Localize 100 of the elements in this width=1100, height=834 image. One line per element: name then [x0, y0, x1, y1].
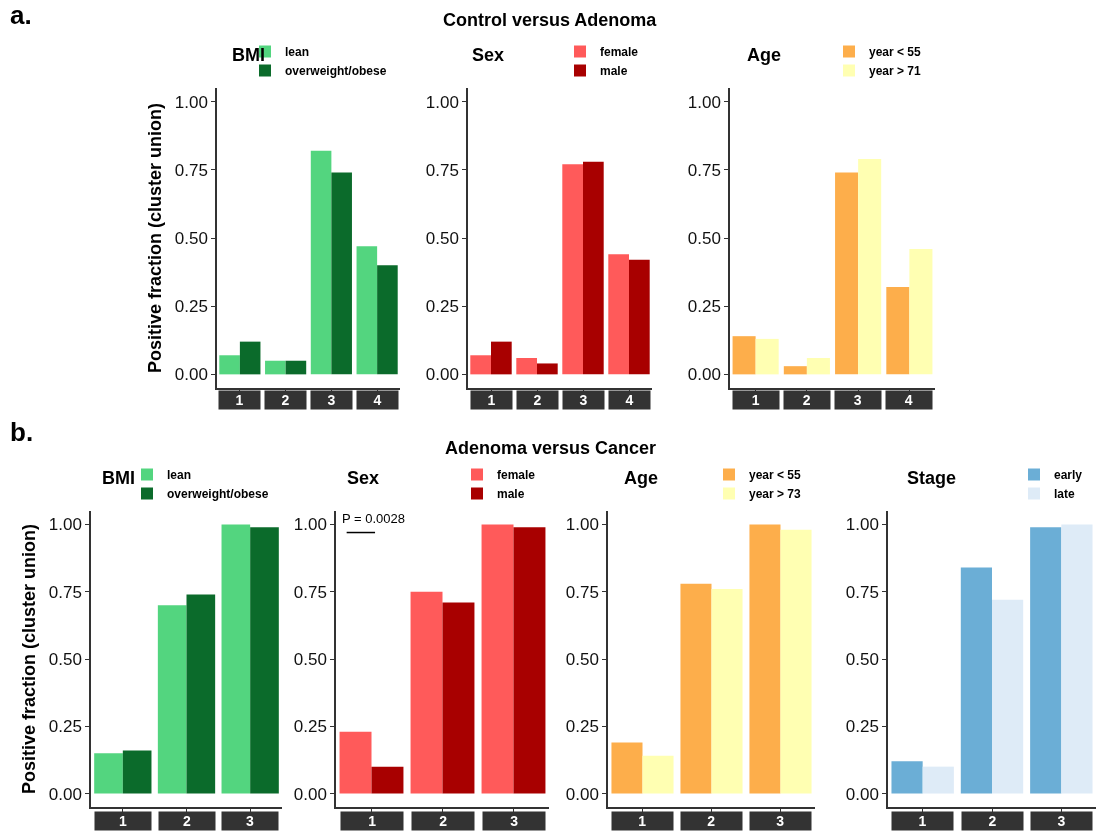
bar [239, 341, 261, 375]
x-tick-label: 2 [281, 392, 290, 408]
bar [219, 355, 240, 375]
x-tick-label: 2 [439, 813, 448, 829]
bar [835, 172, 859, 375]
y-tick-label: 0.25 [293, 717, 327, 737]
y-tick-label: 1.00 [565, 515, 599, 535]
bar [562, 164, 583, 375]
bar [1061, 524, 1093, 794]
chart-title: Sex [472, 45, 505, 65]
legend-label: year > 71 [869, 64, 922, 79]
bar [94, 753, 123, 794]
bar [310, 150, 332, 375]
bar [250, 527, 279, 794]
chart-title: Age [624, 468, 659, 488]
x-tick-label: 1 [119, 813, 128, 829]
bar [858, 158, 882, 375]
bar [992, 599, 1024, 794]
x-tick-label: 1 [368, 813, 377, 829]
x-tick-label: 1 [918, 813, 927, 829]
y-tick-label: 0.25 [845, 717, 879, 737]
y-tick-label: 1.00 [845, 515, 879, 535]
legend-label: late [1054, 487, 1075, 502]
y-tick-label: 1.00 [687, 92, 721, 112]
bar [711, 589, 743, 794]
bar [122, 750, 152, 794]
y-tick-label: 0.75 [687, 160, 721, 180]
x-tick-label: 4 [904, 392, 913, 408]
y-tick-label: 0.00 [48, 784, 82, 804]
x-tick-label: 2 [988, 813, 997, 829]
legend-label: male [600, 64, 628, 79]
chart-title: BMI [102, 468, 135, 488]
bar [331, 172, 352, 375]
legend-label: overweight/obese [167, 487, 269, 502]
bar [537, 363, 558, 375]
x-tick-label: 3 [776, 813, 785, 829]
x-tick-label: 3 [327, 392, 336, 408]
bar [806, 358, 830, 375]
x-tick-label: 3 [579, 392, 588, 408]
y-tick-label: 0.50 [174, 228, 208, 248]
y-tick-label: 0.50 [425, 228, 459, 248]
legend-label: male [497, 487, 525, 502]
y-tick-label: 0.25 [48, 717, 82, 737]
bar [356, 246, 378, 375]
bar [886, 287, 910, 375]
text: Control versus Adenoma [443, 10, 658, 30]
bar [221, 524, 251, 794]
legend-label: lean [167, 468, 192, 483]
legend-label: year > 73 [749, 487, 802, 502]
y-tick-label: 0.75 [845, 582, 879, 602]
bar [732, 336, 756, 375]
bar [285, 360, 307, 375]
bar [783, 366, 807, 375]
x-tick-label: 4 [373, 392, 382, 408]
chart-title: Stage [907, 468, 957, 488]
x-tick-label: 3 [1057, 813, 1066, 829]
y-tick-label: 0.50 [293, 649, 327, 669]
y-tick-label: 0.75 [565, 582, 599, 602]
text: Adenoma versus Cancer [445, 438, 657, 458]
x-tick-label: 3 [853, 392, 862, 408]
bar [608, 254, 629, 375]
x-tick-label: 1 [235, 392, 244, 408]
bar [611, 742, 643, 794]
y-axis-title: Positive fraction (cluster union) [19, 523, 39, 794]
y-tick-label: 0.25 [425, 297, 459, 317]
x-tick-label: 2 [707, 813, 716, 829]
legend-label: year < 55 [749, 468, 802, 483]
y-tick-label: 0.00 [174, 365, 208, 385]
x-tick-label: 1 [638, 813, 647, 829]
bar [922, 766, 954, 794]
y-tick-label: 0.00 [687, 365, 721, 385]
bar [629, 259, 650, 375]
bar [680, 583, 712, 794]
x-tick-label: 1 [751, 392, 760, 408]
y-tick-label: 1.00 [293, 515, 327, 535]
bar [1030, 527, 1062, 794]
y-tick-label: 0.75 [174, 160, 208, 180]
bar [410, 591, 443, 794]
bar [491, 341, 512, 375]
bar [339, 731, 372, 794]
bar [516, 358, 537, 375]
y-tick-label: 0.25 [565, 717, 599, 737]
chart-title: BMI [232, 45, 265, 65]
x-tick-label: 4 [625, 392, 634, 408]
y-tick-label: 0.00 [565, 784, 599, 804]
bar [265, 360, 286, 375]
y-tick-label: 0.50 [687, 228, 721, 248]
bar [960, 567, 992, 794]
x-tick-label: 2 [802, 392, 811, 408]
y-tick-label: 0.50 [845, 649, 879, 669]
text: b. [10, 417, 34, 447]
chart-title: Sex [347, 468, 380, 488]
y-tick-label: 0.25 [687, 297, 721, 317]
bar [470, 355, 491, 375]
x-tick-label: 2 [183, 813, 192, 829]
bar [513, 527, 546, 794]
y-tick-label: 0.50 [48, 649, 82, 669]
chart-title: Age [747, 45, 782, 65]
bar [909, 248, 933, 375]
bar [642, 755, 674, 794]
